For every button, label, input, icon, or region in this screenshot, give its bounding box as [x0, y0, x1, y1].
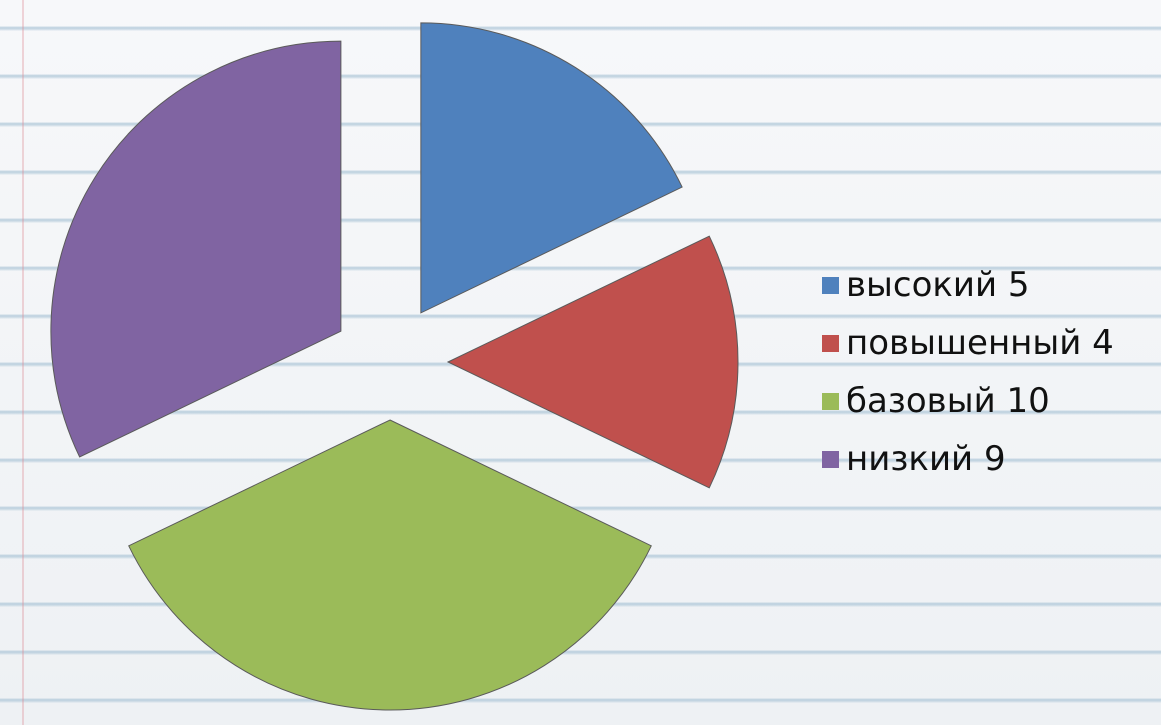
- legend-label: повышенный 4: [846, 323, 1114, 363]
- pie-slice-nizkiy: [50, 40, 342, 458]
- legend-swatch: [822, 276, 839, 294]
- legend-swatch: [822, 334, 839, 352]
- legend-item-povyshenny: повышенный 4: [822, 314, 1161, 372]
- legend-swatch: [822, 392, 839, 410]
- legend-label: высокий 5: [846, 265, 1030, 305]
- legend-swatch: [822, 450, 839, 468]
- chart-legend: высокий 5 повышенный 4 базовый 10 низкий…: [822, 256, 1161, 488]
- legend-item-vysokiy: высокий 5: [822, 256, 1161, 314]
- pie-slice-vysokiy: [420, 22, 683, 314]
- pie-slice-povyshenny: [446, 235, 739, 489]
- legend-label: низкий 9: [846, 439, 1006, 479]
- legend-item-nizkiy: низкий 9: [822, 430, 1161, 488]
- notebook-margin-line: [22, 0, 24, 725]
- legend-label: базовый 10: [846, 381, 1050, 421]
- legend-item-bazovy: базовый 10: [822, 372, 1161, 430]
- pie-slice-bazovy: [128, 419, 652, 711]
- pie-slices: [50, 22, 739, 711]
